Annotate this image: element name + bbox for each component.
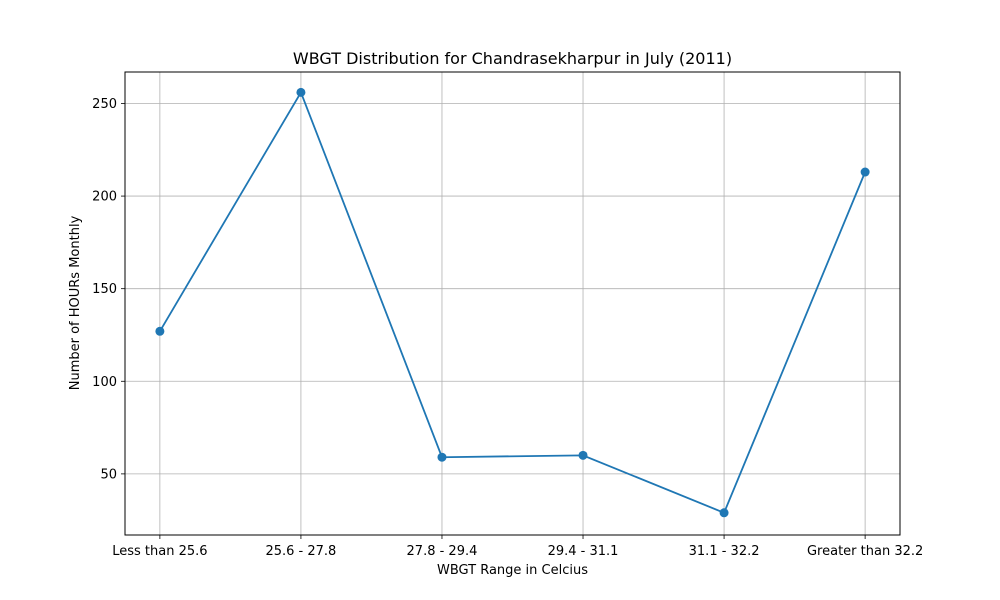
- series-polyline: [159, 90, 866, 514]
- data-point: [296, 87, 306, 97]
- data-point: [437, 452, 447, 462]
- axis-ticks: Less than 25.6 25.6 - 27.8 27.8 - 29.4 29.4…: [92, 97, 923, 559]
- x-tick-label: 27.8 - 29.4: [407, 544, 478, 559]
- plot-area-frame: [124, 71, 901, 536]
- y-tick-label: 150: [92, 282, 117, 297]
- grid: [125, 72, 900, 535]
- data-point: [155, 326, 165, 336]
- y-tick-label: 50: [100, 467, 117, 482]
- y-tick-label: 200: [92, 190, 117, 205]
- x-tick-label: 31.1 - 32.2: [689, 544, 760, 559]
- x-tick-label: Greater than 32.2: [807, 544, 923, 559]
- data-point: [860, 167, 870, 177]
- series-line: [155, 87, 870, 518]
- x-tick-label: Less than 25.6: [112, 544, 207, 559]
- chart-title: WBGT Distribution for Chandrasekharpur i…: [293, 49, 732, 68]
- x-tick-label: 29.4 - 31.1: [548, 544, 619, 559]
- y-tick-label: 250: [92, 97, 117, 112]
- y-axis-label: Number of HOURs Monthly: [68, 215, 83, 390]
- y-tick-label: 100: [92, 375, 117, 390]
- data-point: [719, 508, 729, 518]
- x-axis-label: WBGT Range in Celcius: [437, 563, 588, 578]
- data-point: [578, 450, 588, 460]
- x-tick-label: 25.6 - 27.8: [265, 544, 336, 559]
